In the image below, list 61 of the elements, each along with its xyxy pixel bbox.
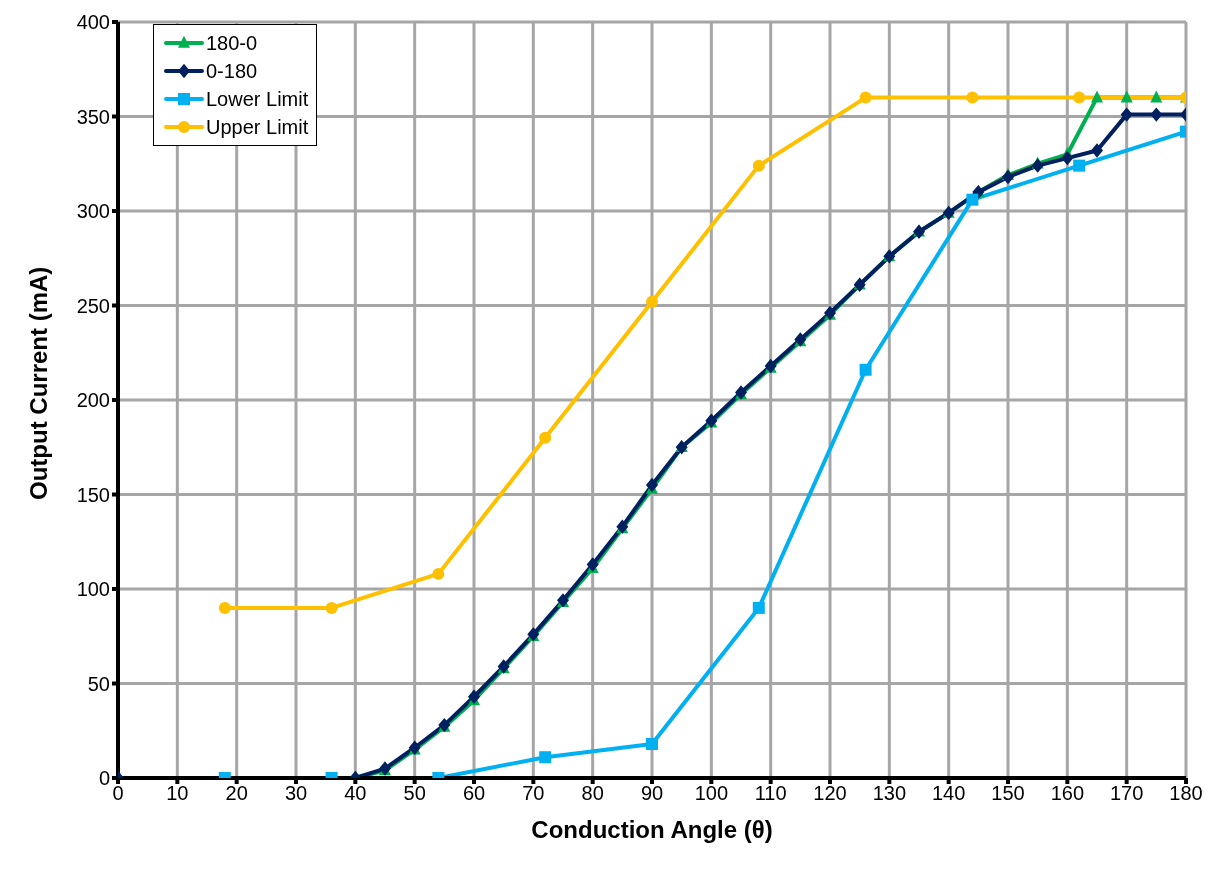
- y-tick-label: 200: [76, 389, 110, 412]
- x-tick-label: 30: [284, 782, 308, 805]
- point: [1091, 90, 1103, 103]
- point: [1150, 107, 1163, 122]
- legend-label: 180-0: [206, 31, 258, 56]
- x-tick-label: 20: [225, 782, 248, 805]
- x-tick-label: 160: [1050, 782, 1085, 805]
- point: [1073, 91, 1086, 104]
- y-tick-label: 100: [76, 578, 110, 601]
- x-tick-label: 140: [931, 782, 966, 805]
- x-tick-label: 150: [991, 782, 1025, 805]
- x-tick-label: 40: [344, 782, 367, 805]
- legend-label: 0-180: [206, 59, 258, 84]
- point: [1061, 150, 1074, 166]
- point: [468, 689, 480, 704]
- point: [1073, 159, 1086, 172]
- legend-label: Lower Limit: [206, 87, 309, 112]
- point: [646, 477, 658, 493]
- point: [539, 751, 552, 764]
- point: [539, 431, 552, 444]
- y-tick-label: 50: [87, 672, 110, 695]
- point: [752, 159, 765, 172]
- point: [1120, 90, 1133, 103]
- point: [1120, 107, 1133, 122]
- point: [1150, 90, 1163, 103]
- point: [966, 91, 979, 104]
- legend-label: Upper Limit: [206, 115, 309, 140]
- x-tick-label: 170: [1109, 782, 1144, 805]
- point: [859, 91, 872, 104]
- x-axis-title: Conduction Angle (θ): [531, 816, 773, 843]
- point: [432, 567, 445, 580]
- point: [646, 737, 658, 750]
- y-tick-label: 350: [76, 105, 110, 128]
- y-tick-label: 150: [76, 483, 110, 506]
- y-tick-label: 300: [76, 200, 110, 223]
- x-tick-label: 50: [403, 782, 426, 805]
- x-tick-label: 10: [166, 782, 189, 805]
- x-tick-label: 100: [694, 782, 729, 805]
- y-tick-label: 0: [98, 767, 110, 790]
- point: [966, 193, 979, 206]
- point: [1091, 143, 1103, 158]
- x-tick-label: 120: [813, 782, 847, 805]
- y-axis-title: Output Current (mA): [24, 266, 52, 500]
- x-tick-label: 70: [522, 782, 545, 805]
- point: [752, 601, 765, 614]
- x-tick-label: 90: [640, 782, 664, 805]
- x-tick-label: 110: [754, 782, 787, 805]
- x-tick-label: 130: [872, 782, 907, 805]
- point: [859, 363, 872, 376]
- x-tick-label: 60: [462, 782, 486, 805]
- x-tick-label: 0: [112, 782, 124, 805]
- y-tick-label: 250: [76, 294, 110, 317]
- y-tick-label: 400: [76, 11, 110, 34]
- x-tick-label: 80: [581, 782, 604, 805]
- point: [1002, 169, 1014, 185]
- point: [218, 601, 231, 614]
- point: [646, 295, 658, 308]
- point: [586, 557, 599, 572]
- point: [1031, 158, 1044, 173]
- point: [325, 601, 338, 614]
- x-tick-label: 180: [1169, 782, 1203, 805]
